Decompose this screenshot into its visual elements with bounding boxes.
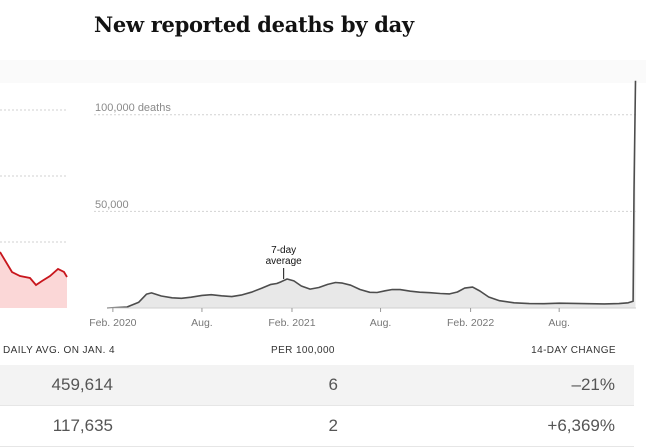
cell-14-day-change: –21% [571,375,615,394]
table-row[interactable]: 459,614 6 –21% [0,365,634,406]
grid-lines [94,114,636,212]
cell-per-100k: 2 [328,416,338,435]
cell-14-day-change: +6,369% [547,416,615,435]
table-header: DAILY AVG. ON JAN. 4 PER 100,000 14-DAY … [0,340,646,362]
inset-line [0,251,68,287]
table-row[interactable]: 117,635 2 +6,369% [0,406,634,447]
x-axis: Feb. 2020 Aug. Feb. 2021 Aug. Feb. 2022 Aug. [89,308,570,329]
inset-area [0,252,67,308]
chart-title: New reported deaths by day [94,12,414,37]
cell-daily-avg: 117,635 [52,416,113,435]
inset-chart [0,109,68,308]
x-tick-label-5: Aug. [548,317,570,329]
cell-daily-avg: 459,614 [51,375,113,394]
y-tick-label-top: 100,000 deaths [95,102,171,114]
chart-area: 100,000 deaths 50,000 Feb. 2020 Aug. Feb. … [0,80,637,329]
x-tick-label-0: Feb. 2020 [89,317,136,329]
deaths-line [106,80,637,309]
x-tick-label-4: Feb. 2022 [447,317,494,329]
y-axis: 100,000 deaths 50,000 [95,102,171,211]
annotation-7-day-average: 7-day average [266,245,303,279]
header-per-100k: PER 100,000 [271,345,335,356]
header-14-day-change: 14-DAY CHANGE [531,345,616,356]
x-tick-label-3: Aug. [370,317,392,329]
annotation-line-2: average [266,256,303,267]
x-tick-label-2: Feb. 2021 [268,317,315,329]
y-tick-label-mid: 50,000 [95,199,129,211]
header-daily-avg: DAILY AVG. ON JAN. 4 [3,345,115,356]
chart-top-band [0,60,646,83]
cell-per-100k: 6 [328,375,338,394]
annotation-line-1: 7-day [271,245,296,256]
x-tick-label-1: Aug. [191,317,213,329]
